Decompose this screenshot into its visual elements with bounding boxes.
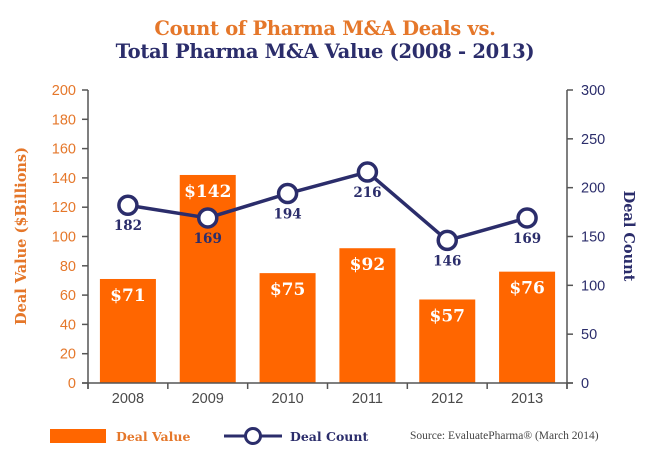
bar-label-2011: $92 [350,255,386,275]
y-tick-left-label: 120 [52,200,76,216]
y-tick-right-label: 200 [581,181,605,197]
y-tick-left-label: 0 [68,376,76,392]
legend-label-deal-value: Deal Value [116,428,191,444]
legend-item-deal-value: Deal Value [50,426,190,446]
x-tick-label-2008: 2008 [112,391,144,407]
x-tick-label-2013: 2013 [511,391,543,407]
deal-count-line [127,170,528,243]
point-marker-2009 [197,207,219,229]
y-axis-left-label: Deal Value ($Billions) [13,147,30,325]
y-tick-right-label: 0 [581,376,589,392]
y-tick-left-label: 80 [60,259,76,275]
x-tick-label-2009: 2009 [192,391,224,407]
x-tick-label-2010: 2010 [271,391,303,407]
point-marker-2008 [117,194,139,216]
axes-group: 0 20 40 60 80 100 120 140 160 180 200 0 50 100 150 200 2… [52,83,605,407]
point-marker-2010 [276,182,299,205]
y-tick-left-label: 160 [52,142,76,158]
point-marker-2012 [436,229,458,252]
line-group: 182 169 194 216 146 169 [114,161,541,269]
legend-line-marker-icon [224,427,282,445]
y-tick-left-label: 200 [52,83,76,99]
chart-title-line-1: Count of Pharma M&A Deals vs. [154,17,496,40]
y-tick-left-label: 60 [60,288,76,304]
bar-2011 [339,248,396,383]
bar-label-2010: $75 [270,280,306,300]
bar-2009 [179,174,236,383]
bar-label-2009: $142 [184,182,231,202]
y-tick-right-label: 250 [581,132,605,148]
point-label-2013: 169 [513,231,541,247]
bar-label-2008: $71 [110,286,146,306]
legend-label-deal-count: Deal Count [290,428,369,444]
point-label-2009: 169 [194,231,222,247]
legend-bar-swatch [50,429,106,443]
y-tick-left-label: 140 [52,171,76,187]
x-tick-label-2011: 2011 [352,391,383,407]
y-axis-right-label: Deal Count [620,191,637,282]
bar-2010 [259,273,316,383]
bar-2013 [499,271,556,383]
point-marker-2011 [356,161,379,183]
bar-label-2012: $57 [430,306,466,326]
source-note: Source: EvaluatePharma® (March 2014) [410,430,599,442]
y-tick-left-label: 100 [52,230,76,246]
point-label-2012: 146 [433,253,461,269]
point-marker-2013 [516,207,538,229]
y-tick-right-label: 100 [581,278,605,294]
legend-item-deal-count: Deal Count [224,426,368,446]
bar-2012 [419,299,476,383]
y-tick-left-label: 40 [60,317,76,333]
y-tick-left-label: 180 [52,112,76,128]
bars-group: $71 $142 $75 $92 $57 $76 [99,174,556,383]
y-tick-right-label: 50 [581,327,597,343]
y-tick-right-label: 150 [581,230,605,246]
bar-2008 [99,278,156,383]
y-tick-right-label: 300 [581,83,605,99]
bar-label-2013: $76 [509,279,545,299]
chart-title-line-2: Total Pharma M&A Value (2008 - 2013) [115,40,535,63]
y-tick-left-label: 20 [60,347,76,363]
point-label-2011: 216 [353,185,381,201]
x-tick-label-2012: 2012 [431,391,463,407]
point-label-2008: 182 [114,218,142,234]
point-label-2010: 194 [273,207,301,223]
